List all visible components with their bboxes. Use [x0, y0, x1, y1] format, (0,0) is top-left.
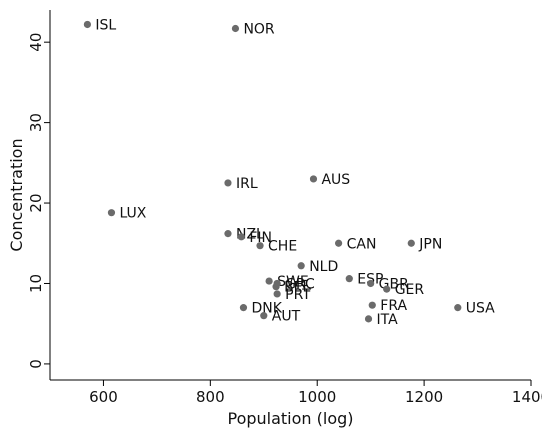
y-tick-label: 30: [27, 113, 45, 132]
data-point-fin: FIN: [237, 230, 272, 246]
data-point-esp: ESP: [345, 272, 383, 288]
point-marker: [407, 239, 415, 247]
y-axis-title: Concentration: [7, 138, 26, 251]
point-label: AUS: [321, 172, 350, 188]
point-marker: [224, 230, 232, 238]
x-tick-label: 1400: [512, 388, 542, 406]
point-marker: [345, 275, 353, 283]
point-marker: [239, 304, 248, 312]
data-point-irl: IRL: [224, 176, 258, 192]
point-label: NOR: [243, 22, 274, 38]
point-label: ESP: [357, 272, 383, 288]
y-tick-label: 40: [27, 33, 45, 52]
data-point-ita: ITA: [364, 312, 399, 328]
data-point-dnk: DNK: [239, 301, 283, 317]
point-marker: [367, 279, 375, 288]
point-marker: [231, 24, 240, 33]
y-tick-label: 20: [27, 193, 45, 212]
data-point-jpn: JPN: [407, 236, 442, 252]
data-point-aus: AUS: [309, 172, 350, 188]
point-label: GRC: [285, 276, 315, 292]
point-label: JPN: [418, 236, 442, 252]
data-point-ger: GER: [383, 282, 424, 298]
point-label: ITA: [377, 312, 399, 328]
point-label: CAN: [347, 236, 377, 252]
point-marker: [256, 242, 264, 250]
point-marker: [454, 304, 462, 312]
point-marker: [265, 277, 273, 285]
point-marker: [309, 175, 318, 183]
point-marker: [260, 312, 268, 320]
x-tick-label: 1200: [405, 388, 443, 406]
data-point-can: CAN: [335, 236, 376, 252]
point-marker: [335, 239, 343, 247]
point-label: GER: [395, 282, 425, 298]
point-marker: [273, 290, 281, 298]
point-marker: [383, 285, 391, 293]
x-axis-ticks: 600 800 1000 1200 1400: [89, 380, 542, 406]
data-point-lux: LUX: [107, 206, 147, 222]
data-point-swe: SWE: [265, 274, 309, 290]
point-marker: [224, 179, 232, 187]
data-point-isl: ISL: [83, 17, 116, 33]
point-label: DNK: [251, 301, 282, 317]
data-point-grc: GRC: [273, 276, 315, 292]
point-label: AUT: [272, 309, 301, 325]
data-point-che: CHE: [256, 239, 297, 255]
x-axis-title: Population (log): [227, 409, 353, 428]
point-marker: [107, 209, 116, 217]
point-label: USA: [466, 301, 495, 317]
point-label: BEL: [284, 280, 310, 296]
point-label: ISL: [95, 17, 116, 33]
point-marker: [237, 233, 245, 241]
data-point-usa: USA: [454, 301, 495, 317]
data-point-prt: PRT: [273, 287, 311, 303]
point-label: FIN: [249, 230, 272, 246]
point-label: IRL: [236, 176, 258, 192]
x-tick-label: 1000: [298, 388, 336, 406]
point-marker: [273, 279, 281, 288]
data-point-fra: FRA: [368, 298, 407, 314]
point-marker: [297, 262, 305, 270]
point-label: FRA: [380, 298, 407, 314]
point-label: CHE: [268, 239, 297, 255]
data-point-nld: NLD: [297, 259, 338, 275]
point-label: LUX: [119, 206, 146, 222]
y-tick-label: 0: [27, 359, 45, 369]
point-marker: [368, 301, 376, 309]
data-point-aut: AUT: [260, 309, 301, 325]
point-label: NLD: [309, 259, 338, 275]
point-label: PRT: [285, 287, 311, 303]
data-point-nor: NOR: [231, 22, 275, 38]
y-axis-ticks: 0 10 20 30 40: [27, 33, 50, 369]
y-tick-label: 10: [27, 274, 45, 293]
x-tick-label: 600: [89, 388, 118, 406]
point-marker: [83, 20, 92, 29]
x-tick-label: 800: [196, 388, 225, 406]
point-label: SWE: [277, 274, 309, 290]
point-marker: [364, 315, 373, 323]
